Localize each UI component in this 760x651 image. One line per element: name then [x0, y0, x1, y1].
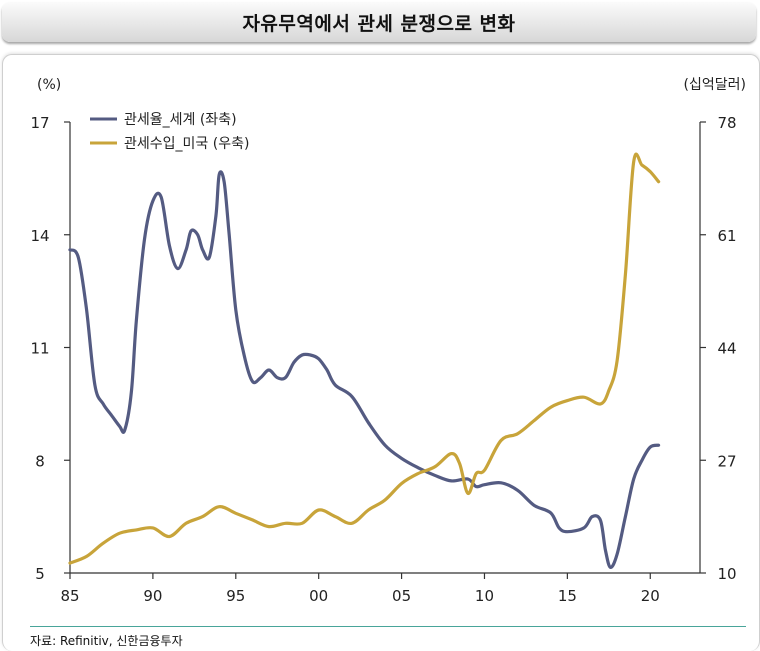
x-tick-label: 05: [392, 587, 411, 605]
title-bar: 자유무역에서 관세 분쟁으로 변화: [2, 2, 756, 42]
x-tick-label: 00: [309, 587, 328, 605]
page-title: 자유무역에서 관세 분쟁으로 변화: [242, 12, 516, 35]
y-right-tick-label: 10: [717, 565, 736, 583]
legend: 관세율_세계 (좌축) 관세수입_미국 (우축): [90, 112, 249, 152]
y-right-tick-label: 78: [717, 114, 736, 132]
x-tick-label: 15: [558, 587, 577, 605]
x-tick-label: 20: [641, 587, 660, 605]
series-tariff-rate-line: [68, 170, 661, 569]
right-axis-unit: (십억달러): [684, 77, 746, 93]
y-right-tick-label: 61: [717, 227, 736, 245]
x-tick-label: 10: [475, 587, 494, 605]
x-tick-label: 95: [226, 587, 245, 605]
axes: [69, 122, 701, 574]
left-axis-unit: (%): [37, 77, 61, 93]
y-left-tick-label: 11: [30, 340, 49, 358]
x-tick-label: 85: [60, 587, 79, 605]
y-left-tick-label: 8: [35, 452, 45, 470]
x-tick-label: 90: [143, 587, 162, 605]
y-right-tick-label: 44: [717, 340, 736, 358]
source-note: 자료: Refinitiv, 신한금융투자: [30, 634, 183, 648]
source-divider: [30, 626, 746, 627]
legend-label-tariff-rate: 관세율_세계 (좌축): [124, 112, 237, 128]
series-group: [68, 152, 661, 569]
y-left-tick-label: 5: [35, 565, 45, 583]
y-left-tick-label: 14: [30, 227, 49, 245]
chart-panel: [2, 54, 760, 651]
series-tariff-revenue-line: [68, 152, 661, 565]
legend-label-tariff-revenue: 관세수입_미국 (우축): [124, 136, 249, 152]
y-right-tick-label: 27: [717, 452, 736, 470]
y-left-tick-label: 17: [30, 114, 49, 132]
